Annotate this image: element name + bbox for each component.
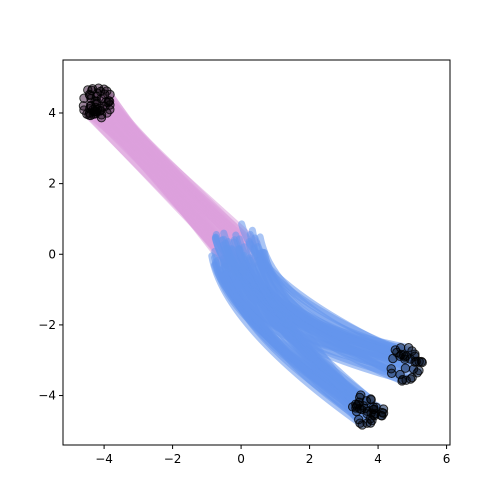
series-upper-trajectories [79,84,261,277]
endpoint-marker [351,406,362,417]
endpoint-marker [100,101,110,112]
endpoint-marker [366,395,376,405]
x-tick-label: 0 [237,452,245,466]
trajectory-line [92,110,242,243]
x-tick-label: 6 [443,452,451,466]
trajectory-line [256,256,405,358]
endpoint-marker [88,109,99,120]
series-lower-trajectories [208,220,426,429]
endpoint-marker [405,374,416,384]
trajectory-line [240,243,374,423]
y-tick-label: 0 [48,247,56,261]
endpoint-marker [365,414,375,424]
endpoint-marker [400,354,410,364]
y-axis: −4 −2 0 2 4 [38,106,63,403]
endpoint-marker [377,407,387,418]
trajectory-line [89,110,233,255]
y-tick-label: −4 [38,389,56,403]
endpoint-marker [87,84,98,94]
plot-area [78,83,427,430]
y-tick-label: 2 [48,177,56,191]
endpoint-marker [99,89,110,99]
endpoint-marker [357,420,367,430]
trajectory-line [221,245,386,417]
y-tick-label: 4 [48,106,56,120]
endpoint-marker [388,353,398,364]
endpoint-marker [356,404,367,415]
endpoint-marker [396,349,406,360]
endpoint-marker [400,363,411,373]
trajectory-line [208,252,366,429]
x-tick-label: 2 [306,452,314,466]
endpoint-marker [79,93,89,103]
x-axis: −4 −2 0 2 4 6 [95,445,450,466]
x-tick-label: 4 [374,452,382,466]
endpoint-marker [91,91,102,102]
y-tick-label: −2 [38,318,56,332]
endpoint-marker [355,392,365,403]
x-tick-label: −4 [95,452,113,466]
endpoint-marker [417,357,427,368]
endpoint-marker [386,368,397,379]
x-tick-label: −2 [164,452,182,466]
endpoint-marker [407,346,417,356]
endpoint-markers [78,83,427,430]
axes-frame [62,59,451,446]
trajectory-line [101,90,246,262]
endpoint-marker [403,342,414,353]
endpoint-marker [79,105,89,115]
endpoint-marker [412,368,422,378]
